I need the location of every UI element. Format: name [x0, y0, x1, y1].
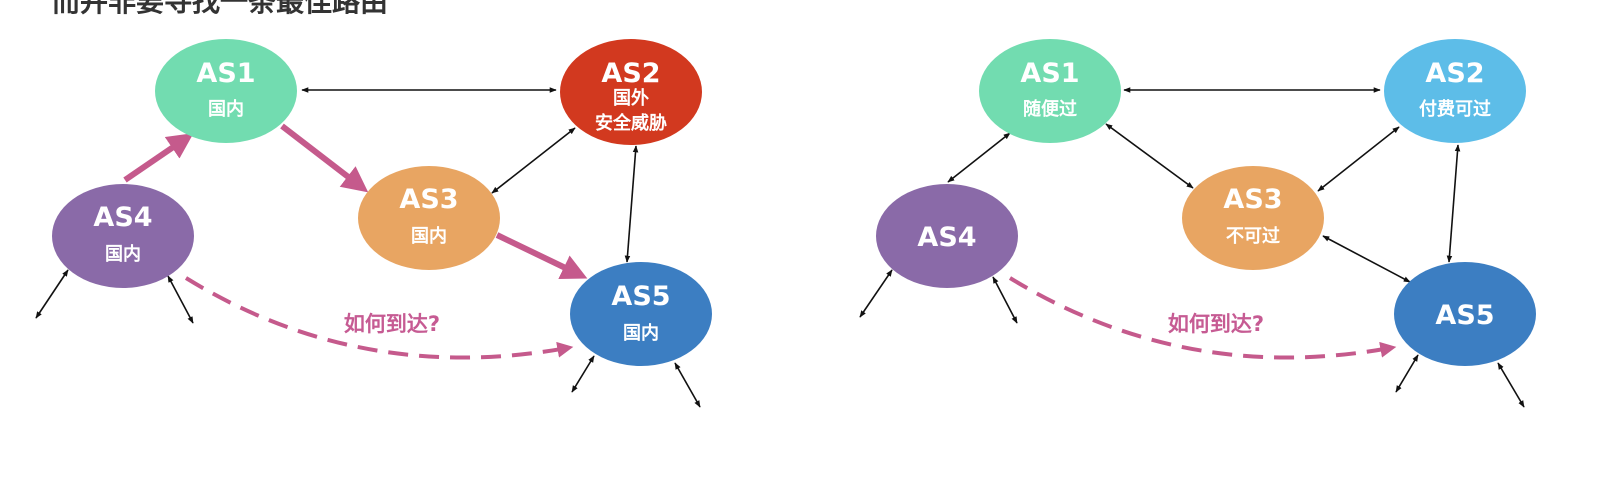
node-as3-label: AS3 [399, 184, 458, 215]
edge-r-as1-as4 [947, 132, 1011, 183]
node-as5-sub: 国内 [623, 322, 659, 344]
node-as1-label: AS1 [196, 58, 255, 89]
edge-r-as5-out-left [1395, 354, 1419, 393]
node-as4-label: AS4 [93, 202, 152, 233]
route-as3-as5 [495, 232, 588, 279]
edge-as2-as5 [624, 145, 639, 263]
node-as3-sub: 国内 [411, 225, 447, 247]
dashed-route-r-as4-as5 [1008, 276, 1397, 360]
node-r-as5-label: AS5 [1435, 300, 1494, 331]
route-as4-as1 [123, 133, 194, 183]
edge-r-as3-as5 [1322, 235, 1411, 283]
node-r-as1-sub: 随便过 [1023, 98, 1077, 120]
node-r-as2-sub: 付费可过 [1419, 98, 1491, 120]
edge-as4-out-right [167, 275, 194, 324]
node-r-as3-label: AS3 [1223, 184, 1282, 215]
route-as1-as3 [280, 123, 369, 193]
question-label-right: 如何到达? [1168, 312, 1264, 336]
edge-as4-out-left [35, 269, 69, 319]
dashed-route-as4-as5 [184, 276, 574, 360]
edge-r-as4-out-right [992, 276, 1018, 324]
node-r-as3-sub: 不可过 [1226, 225, 1280, 247]
node-as2-sub-1: 国外 [613, 87, 649, 109]
node-as2-sub-2: 安全威胁 [595, 112, 667, 134]
node-r-as3: AS3 不可过 [1182, 166, 1324, 270]
node-as2-label: AS2 [601, 58, 660, 89]
node-as5: AS5 国内 [570, 262, 712, 366]
page-title: 而并非要寻找一条最佳路由 [52, 0, 389, 18]
node-as2: AS2 国外 安全威胁 [560, 39, 702, 145]
node-as5-label: AS5 [611, 281, 670, 312]
edge-as5-out-left [571, 355, 595, 393]
edge-as2-as3 [491, 127, 576, 194]
edge-r-as4-out-left [859, 269, 893, 318]
edge-r-as2-as5 [1446, 144, 1461, 263]
node-as1: AS1 国内 [155, 39, 297, 143]
node-r-as5: AS5 [1394, 262, 1536, 366]
node-r-as4: AS4 [876, 184, 1018, 288]
node-r-as4-label: AS4 [917, 222, 976, 253]
left-diagram: 如何到达? AS1 国内 AS2 国外 安全威胁 AS3 国内 AS4 国内 A… [35, 39, 712, 408]
node-as4: AS4 国内 [52, 184, 194, 288]
question-label: 如何到达? [344, 312, 440, 336]
edge-as5-out-right [674, 362, 701, 408]
edge-r-as5-out-right [1497, 362, 1525, 408]
edge-r-as2-as3 [1317, 126, 1400, 192]
right-diagram: 如何到达? AS1 随便过 AS2 付费可过 AS3 不可过 AS4 AS5 [859, 39, 1536, 408]
node-as4-sub: 国内 [105, 243, 141, 265]
node-as1-sub: 国内 [208, 98, 244, 120]
edge-r-as1-as3 [1105, 123, 1194, 189]
node-r-as1-label: AS1 [1020, 58, 1079, 89]
node-r-as2: AS2 付费可过 [1384, 39, 1526, 143]
node-r-as1: AS1 随便过 [979, 39, 1121, 143]
node-as3: AS3 国内 [358, 166, 500, 270]
node-r-as2-label: AS2 [1425, 58, 1484, 89]
